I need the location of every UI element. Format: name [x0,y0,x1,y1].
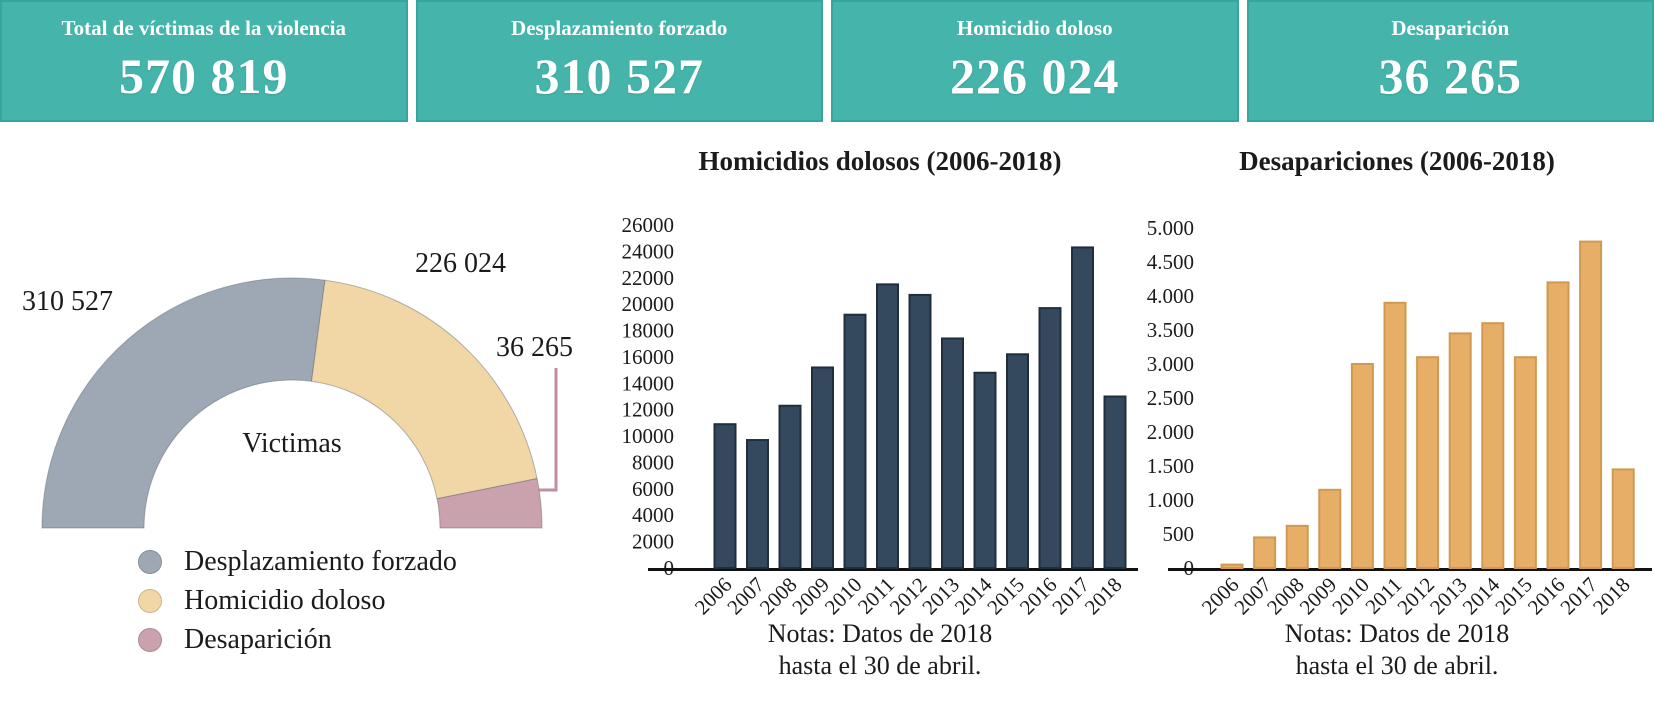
y-tick-6000: 6000 [632,477,674,501]
bar-2016 [1038,307,1062,569]
y-tick-12000: 12000 [622,398,675,422]
kpi-value: 226 024 [950,48,1120,104]
legend-label: Desaparición [184,623,332,655]
bar-2016 [1546,281,1570,570]
homicidios-bar-chart: 0200040006000800010000120001400016000180… [622,213,1138,620]
bar-2014 [1481,322,1505,569]
desapariciones-bar-chart: 05001.0001.5002.0002.5003.0003.5004.0004… [1147,216,1652,620]
bar-2015 [1006,353,1029,569]
gauge-slice-2 [436,478,543,529]
bar-2017 [1071,246,1094,570]
kpi-card-desaparicion: Desaparición 36 265 [1246,0,1654,122]
legend-dot-icon [138,549,162,574]
bar-2008 [778,404,802,569]
bar-2010 [843,313,867,570]
kpi-label: Desaparición [1391,16,1510,40]
y-tick-8000: 8000 [632,450,674,474]
bar-2006 [713,423,737,569]
legend-item-desaparicion: Desaparición [138,620,457,659]
y-tick-20000: 20000 [622,292,675,316]
kpi-value: 310 527 [534,48,704,104]
bar-2007 [1253,536,1277,569]
bar-2018 [1103,395,1127,569]
bar-2017 [1579,240,1603,569]
bar-2006 [1220,563,1244,570]
y-tick-1.500: 1.500 [1147,454,1194,478]
bar-2018 [1611,468,1635,569]
gauge-slice-0 [41,277,326,529]
kpi-card-desplazamiento: Desplazamiento forzado 310 527 [415,0,823,122]
legend-label: Desplazamiento forzado [184,545,457,577]
y-tick-3.500: 3.500 [1147,318,1194,342]
gauge-legend: Desplazamiento forzado Homicidio doloso … [138,542,457,659]
leader-line [538,368,558,492]
legend-item-homicidio: Homicidio doloso [138,581,457,620]
note-line: Notas: Datos de 2018 [1284,619,1510,648]
y-tick-4.000: 4.000 [1147,284,1194,308]
gauge-label-desplazamiento: 310 527 [22,286,113,317]
y-tick-2.000: 2.000 [1147,420,1194,444]
bar-2012 [908,293,932,570]
y-tick-14000: 14000 [622,371,675,395]
bar-2009 [1318,488,1342,569]
legend-label: Homicidio doloso [184,584,386,616]
x-label-2018: 2018 [1588,573,1635,620]
kpi-card-homicidio: Homicidio doloso 226 024 [831,0,1239,122]
chart-note-homicidios: Notas: Datos de 2018 hasta el 30 de abri… [620,618,1140,681]
chart-title-homicidios: Homicidios dolosos (2006-2018) [698,146,1062,176]
bar-2008 [1285,524,1309,569]
y-tick-2.500: 2.500 [1147,386,1194,410]
bar-2007 [746,439,769,570]
bar-2014 [973,371,997,569]
bar-2013 [941,337,964,569]
y-tick-2000: 2000 [632,530,674,554]
bar-2012 [1416,356,1440,569]
gauge-label-homicidio: 226 024 [415,248,506,279]
y-tick-4000: 4000 [632,503,674,527]
chart-note-desapariciones: Notas: Datos de 2018 hasta el 30 de abri… [1140,618,1654,681]
gauge-svg [41,277,558,529]
note-line: hasta el 30 de abril. [778,650,982,680]
y-tick-5.000: 5.000 [1147,216,1194,240]
gauge-center-label: Victimas [242,428,342,459]
y-tick-10000: 10000 [622,424,675,448]
legend-dot-icon [138,588,162,613]
kpi-card-row: Total de víctimas de la violencia 570 81… [0,0,1654,122]
y-tick-18000: 18000 [622,319,675,343]
kpi-value: 36 265 [1378,48,1522,104]
legend-dot-icon [138,627,162,652]
y-tick-22000: 22000 [622,266,675,290]
kpi-label: Total de víctimas de la violencia [61,16,346,40]
x-label-2018: 2018 [1080,573,1127,620]
bar-2009 [811,366,834,569]
bar-2015 [1513,356,1537,569]
y-tick-16000: 16000 [622,345,675,369]
y-tick-26000: 26000 [622,213,675,237]
kpi-value: 570 819 [119,48,289,104]
y-tick-4.500: 4.500 [1147,250,1194,274]
chart-title-desapariciones: Desapariciones (2006-2018) [1239,146,1555,176]
kpi-label: Desplazamiento forzado [511,16,728,40]
y-tick-3.000: 3.000 [1147,352,1194,376]
victims-gauge-chart: 310 527 226 024 36 265 Victimas Desplaza… [0,122,660,716]
y-tick-1.000: 1.000 [1147,488,1194,512]
bar-2011 [1383,301,1407,570]
bar-2011 [876,283,899,569]
kpi-card-total-victimas: Total de víctimas de la violencia 570 81… [0,0,408,122]
note-line: hasta el 30 de abril. [1295,650,1499,680]
gauge-label-desaparicion: 36 265 [496,332,573,363]
gauge-slice-1 [310,279,538,500]
y-tick-500: 500 [1163,522,1195,546]
bar-2010 [1350,363,1374,569]
y-tick-24000: 24000 [622,239,675,263]
note-line: Notas: Datos de 2018 [767,619,993,648]
legend-item-desplazamiento: Desplazamiento forzado [138,542,457,581]
bar-2013 [1448,332,1472,569]
kpi-label: Homicidio doloso [956,16,1113,40]
